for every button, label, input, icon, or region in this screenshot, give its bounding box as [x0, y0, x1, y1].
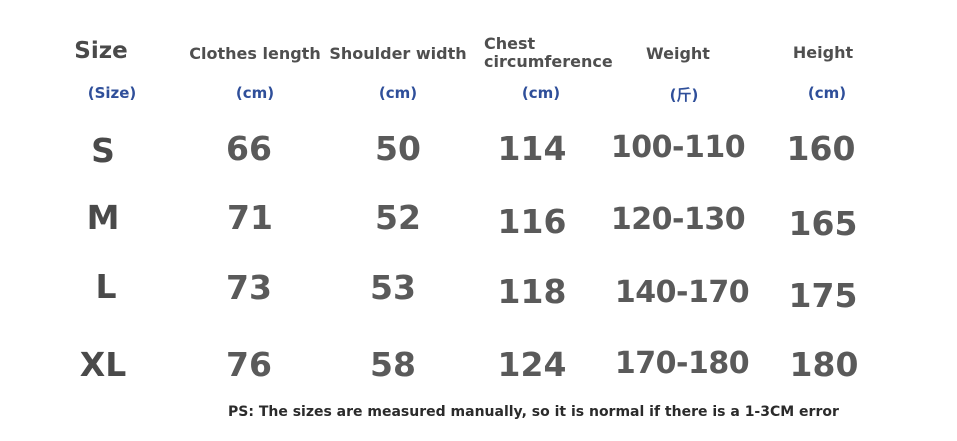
row-xl-chest: 124 [497, 345, 567, 384]
header-chest-line2: circumference [484, 52, 613, 71]
row-m-clothes-length: 71 [227, 198, 273, 237]
row-xl-size: XL [79, 345, 127, 384]
row-l-chest: 118 [497, 272, 567, 311]
row-s-chest: 114 [497, 129, 567, 168]
header-clothes-length: Clothes length [189, 44, 321, 63]
row-s-shoulder-width: 50 [375, 129, 421, 168]
unit-weight: (斤) [669, 86, 699, 104]
unit-clothes-length: (cm) [235, 84, 275, 102]
header-weight: Weight [646, 44, 710, 63]
row-l-height: 175 [788, 276, 858, 315]
row-s-clothes-length: 66 [226, 129, 272, 168]
row-s-height: 160 [786, 129, 856, 168]
row-l-size: L [95, 267, 117, 306]
row-m-size: M [86, 198, 120, 237]
measurement-note: PS: The sizes are measured manually, so … [228, 404, 839, 420]
header-size: Size [74, 38, 128, 64]
row-l-clothes-length: 73 [226, 268, 272, 307]
row-l-shoulder-width: 53 [370, 268, 416, 307]
row-m-height: 165 [788, 204, 858, 243]
header-shoulder-width: Shoulder width [329, 44, 467, 63]
row-m-chest: 116 [497, 202, 567, 241]
header-chest-line1: Chest [484, 34, 536, 53]
unit-size: (Size) [87, 84, 137, 102]
unit-height: (cm) [807, 84, 847, 102]
unit-shoulder-width: (cm) [378, 84, 418, 102]
row-xl-weight: 170-180 [614, 346, 750, 381]
row-s-size: S [91, 131, 115, 170]
row-m-shoulder-width: 52 [375, 198, 421, 237]
row-l-weight: 140-170 [614, 275, 750, 310]
row-xl-clothes-length: 76 [226, 345, 272, 384]
row-xl-shoulder-width: 58 [370, 345, 416, 384]
header-height: Height [792, 43, 854, 62]
unit-chest: (cm) [521, 84, 561, 102]
row-xl-height: 180 [789, 345, 859, 384]
row-s-weight: 100-110 [610, 130, 746, 165]
header-chest-circumference: Chest circumference [484, 35, 613, 71]
row-m-weight: 120-130 [610, 202, 746, 237]
